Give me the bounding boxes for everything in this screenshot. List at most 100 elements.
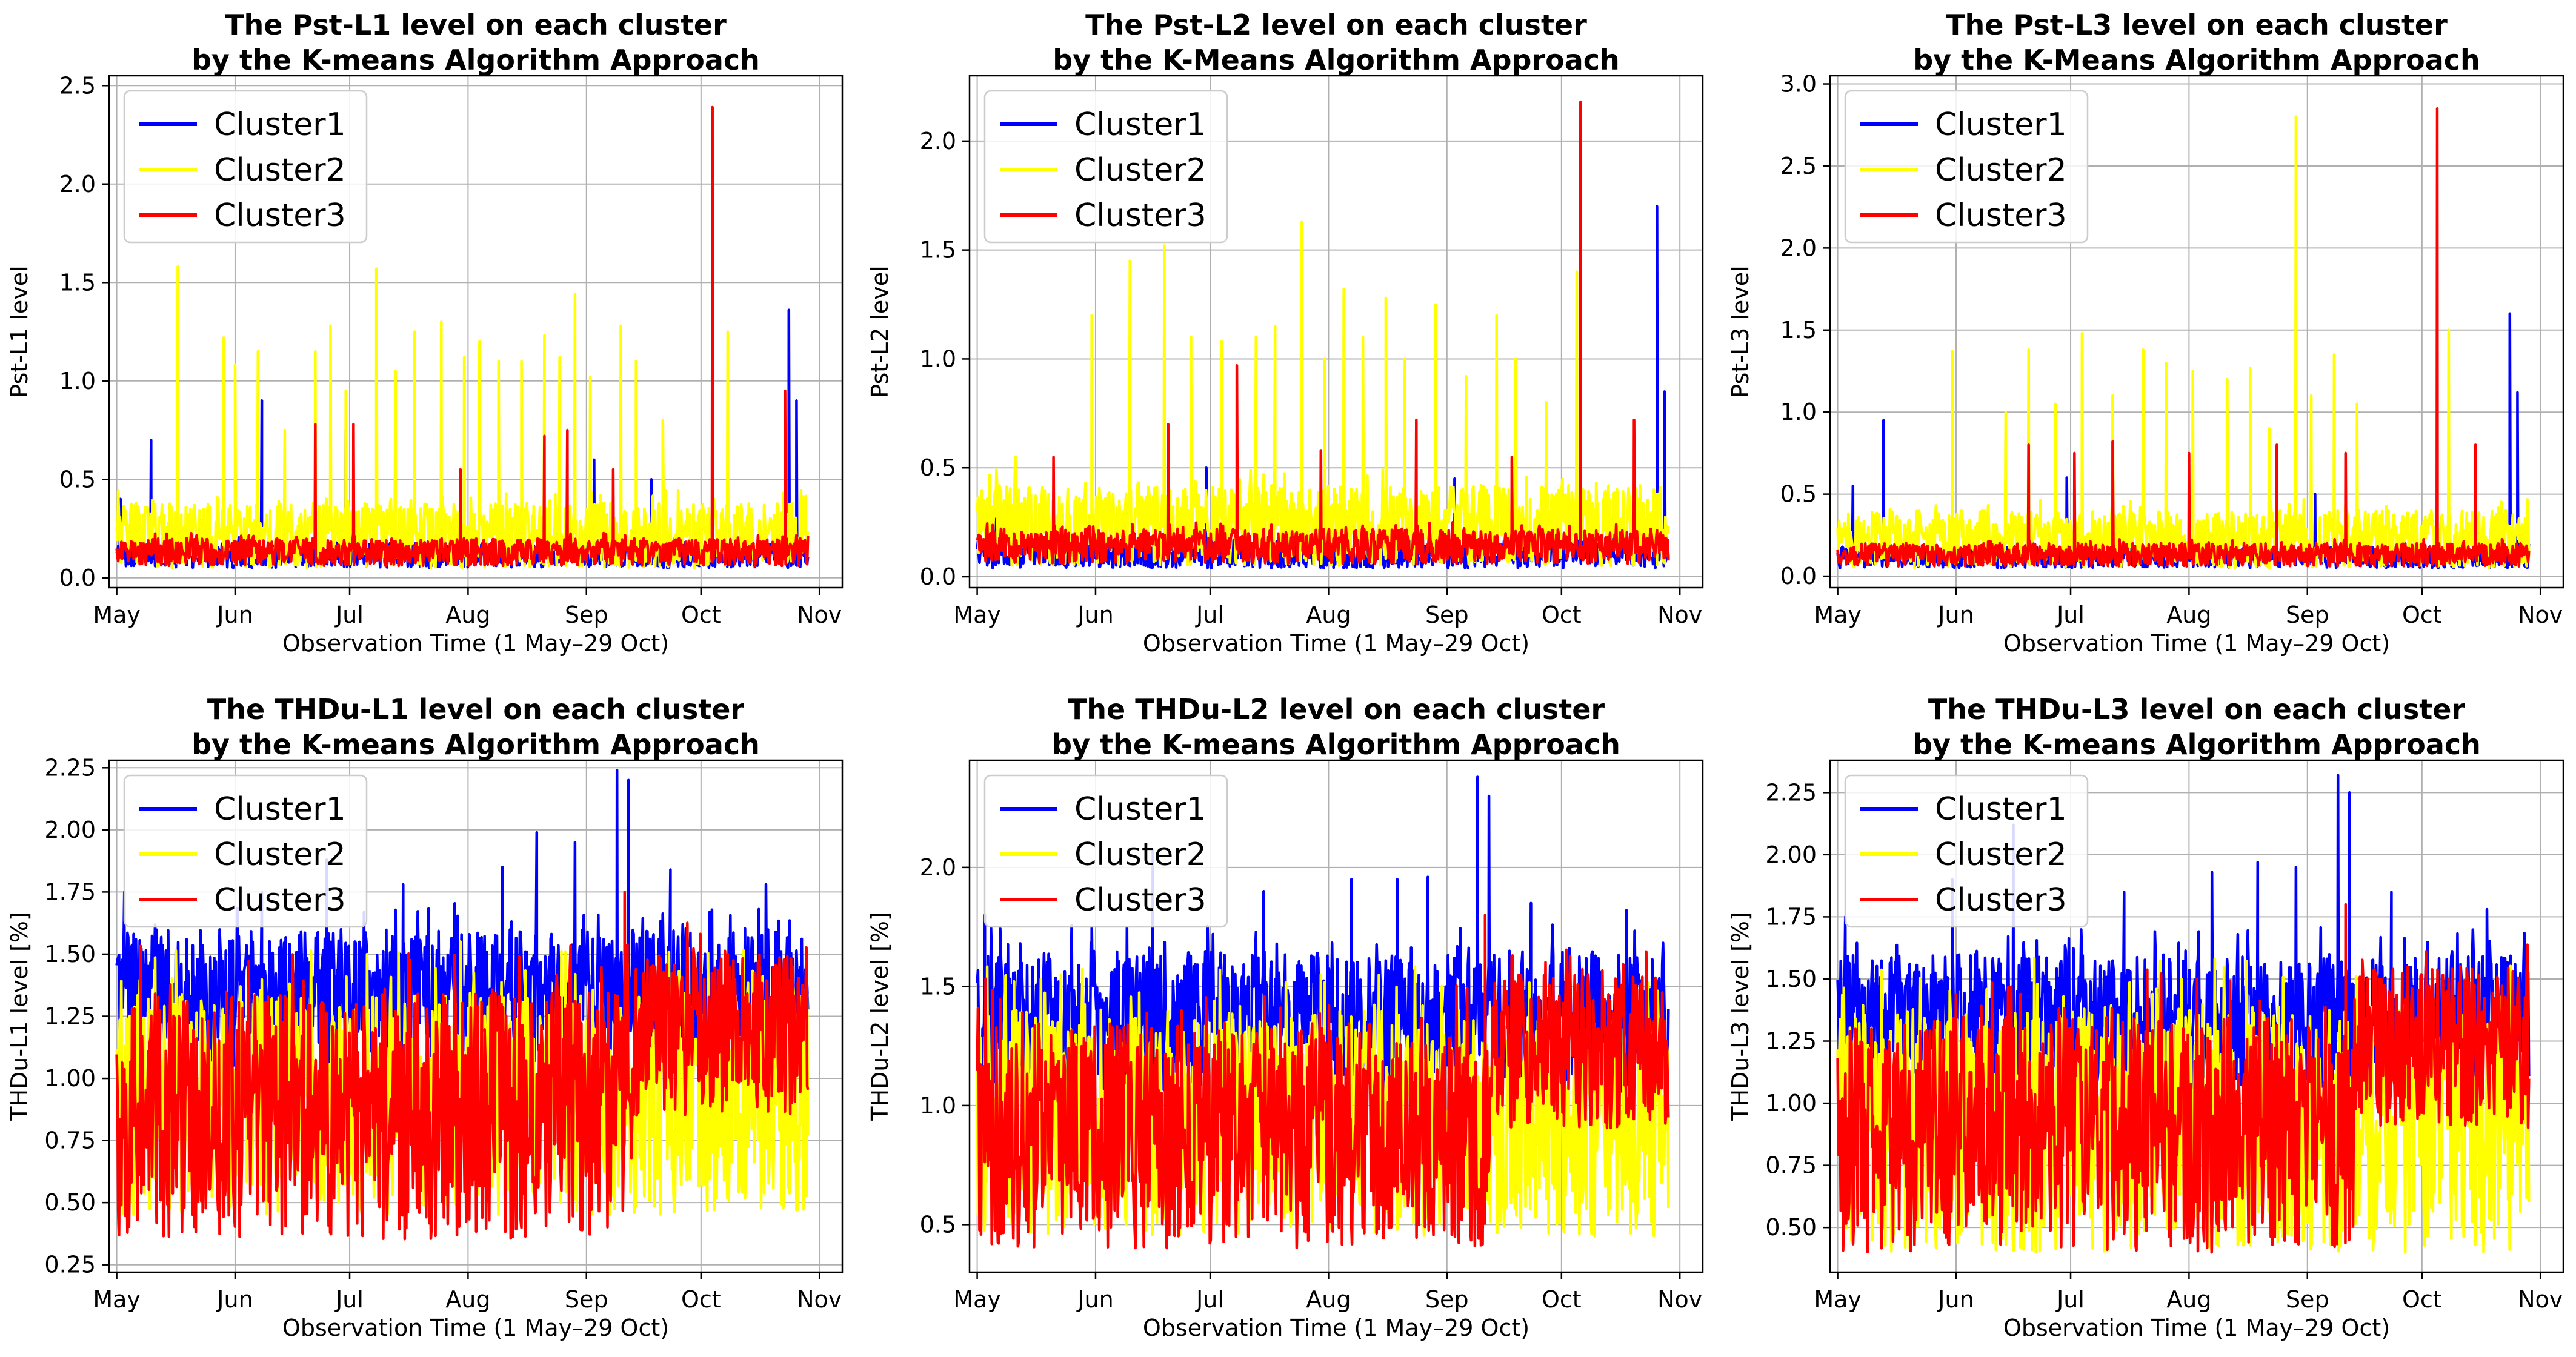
- x-tick-label: May: [93, 602, 141, 628]
- x-tick-label: Nov: [797, 602, 842, 628]
- chart-title-line: by the K-means Algorithm Approach: [191, 728, 760, 761]
- x-tick-label: Sep: [565, 602, 608, 628]
- x-tick-label: Jun: [1937, 1286, 1974, 1313]
- chart-panel-3: May Jun Jul Aug Sep Oct Nov 0.0 0.5 1.0 1.5 2.0 2.5 3…: [1727, 8, 2564, 657]
- x-tick-label: Aug: [445, 1286, 490, 1313]
- x-tick-label: Nov: [797, 1286, 842, 1313]
- legend-box: [1844, 774, 2089, 928]
- y-tick-label: 0.0: [1780, 563, 1817, 589]
- chart-title-line: The Pst-L2 level on each cluster: [1085, 8, 1587, 41]
- x-tick-label: Jul: [334, 602, 364, 628]
- x-tick-label: Sep: [2286, 602, 2329, 628]
- x-tick-label: Jul: [2055, 602, 2085, 628]
- legend-label: Cluster1: [1935, 107, 2067, 143]
- x-tick-label: Jun: [216, 602, 253, 628]
- chart-title-line: by the K-means Algorithm Approach: [1912, 728, 2481, 761]
- axes-frame: [108, 75, 844, 589]
- legend-label: Cluster1: [214, 791, 346, 828]
- x-tick-label: Nov: [2518, 602, 2563, 628]
- series-line-cluster3: [115, 105, 810, 568]
- legend-label: Cluster2: [1935, 837, 2067, 873]
- legend: Cluster1 Cluster2 Cluster3: [1844, 90, 2089, 244]
- legend: Cluster1 Cluster2 Cluster3: [123, 774, 368, 928]
- x-tick-label: May: [93, 1286, 141, 1313]
- x-axis-label: Observation Time (1 May–29 Oct): [2003, 630, 2390, 657]
- y-tick-label: 2.00: [44, 817, 96, 843]
- legend-box: [123, 90, 368, 244]
- legend-label: Cluster3: [214, 882, 346, 918]
- y-tick-label: 1.5: [920, 237, 956, 264]
- y-tick-label: 2.0: [920, 854, 956, 881]
- y-tick-label: 0.50: [44, 1189, 96, 1216]
- series-lines: [1836, 107, 2531, 569]
- x-tick-label: Aug: [445, 602, 490, 628]
- legend-label: Cluster2: [214, 152, 346, 188]
- series-line-cluster3: [115, 891, 810, 1241]
- legend: Cluster1 Cluster2 Cluster3: [123, 90, 368, 244]
- legend: Cluster1 Cluster2 Cluster3: [983, 90, 1228, 244]
- y-tick-label: 0.75: [1765, 1152, 1817, 1179]
- chart-panel-4: May Jun Jul Aug Sep Oct Nov 0.25 0.50 0.75 1.00 1.2…: [6, 693, 844, 1341]
- y-tick-label: 0.0: [59, 565, 96, 591]
- chart-title-line: The Pst-L3 level on each cluster: [1946, 8, 2448, 41]
- series-line-cluster2: [976, 220, 1670, 568]
- x-tick-label: Nov: [1657, 1286, 1702, 1313]
- x-tick-label: Jun: [1076, 602, 1113, 628]
- y-tick-label: 2.5: [1780, 153, 1817, 179]
- x-tick-label: Sep: [565, 1286, 608, 1313]
- chart-title-line: by the K-Means Algorithm Approach: [1053, 44, 1620, 76]
- legend-label: Cluster1: [1074, 107, 1206, 143]
- legend-label: Cluster1: [1935, 791, 2067, 828]
- y-axis-label: Pst-L3 level: [1727, 265, 1754, 397]
- x-tick-label: Sep: [2286, 1286, 2329, 1313]
- x-tick-label: Jun: [216, 1286, 253, 1313]
- axes-frame: [1829, 759, 2564, 1273]
- y-tick-label: 1.75: [44, 878, 96, 905]
- legend-label: Cluster3: [214, 197, 346, 234]
- chart-title-line: The THDu-L2 level on each cluster: [1068, 693, 1605, 726]
- x-tick-label: Aug: [1306, 1286, 1351, 1313]
- series-lines: [115, 769, 810, 1241]
- series-lines: [1836, 774, 2531, 1254]
- y-tick-label: 2.25: [44, 754, 96, 781]
- y-tick-label: 2.0: [1780, 234, 1817, 261]
- y-tick-label: 1.5: [1780, 317, 1817, 343]
- series-lines: [115, 105, 810, 569]
- legend-box: [983, 90, 1228, 244]
- y-tick-label: 2.0: [920, 128, 956, 154]
- series-line-cluster3: [976, 914, 1670, 1250]
- chart-panel-5: May Jun Jul Aug Sep Oct Nov 0.5 1.0 1.5 2.0 The THD…: [867, 693, 1704, 1341]
- legend: Cluster1 Cluster2 Cluster3: [1844, 774, 2089, 928]
- y-axis-label: Pst-L1 level: [6, 265, 33, 397]
- y-tick-label: 0.75: [44, 1127, 96, 1154]
- x-tick-label: Nov: [1657, 602, 1702, 628]
- chart-title-line: The THDu-L1 level on each cluster: [207, 693, 744, 726]
- x-tick-label: Jul: [1195, 602, 1224, 628]
- series-line-cluster3: [1836, 903, 2531, 1254]
- y-tick-label: 1.00: [44, 1065, 96, 1092]
- chart-panel-2: May Jun Jul Aug Sep Oct Nov 0.0 0.5 1.0 1.5 2.0 The …: [867, 8, 1704, 657]
- x-tick-label: Jul: [334, 1286, 364, 1313]
- x-tick-label: Jul: [1195, 1286, 1224, 1313]
- y-tick-label: 0.25: [44, 1252, 96, 1278]
- x-tick-label: Sep: [1425, 1286, 1469, 1313]
- y-tick-label: 1.50: [44, 941, 96, 967]
- axes-frame: [968, 75, 1704, 589]
- y-tick-label: 0.5: [920, 454, 956, 481]
- x-tick-label: May: [1814, 1286, 1862, 1313]
- x-axis-label: Observation Time (1 May–29 Oct): [1143, 630, 1529, 657]
- y-tick-label: 1.5: [59, 269, 96, 296]
- x-tick-label: Aug: [2166, 1286, 2211, 1313]
- y-tick-label: 0.50: [1765, 1214, 1817, 1241]
- y-tick-label: 3.0: [1780, 71, 1817, 98]
- series-line-cluster2: [115, 265, 810, 569]
- legend-label: Cluster2: [1935, 152, 2067, 188]
- y-tick-label: 2.00: [1765, 841, 1817, 868]
- axes-frame: [1829, 75, 2564, 589]
- series-line-cluster3: [976, 100, 1670, 565]
- chart-title-line: by the K-means Algorithm Approach: [191, 44, 760, 76]
- y-tick-label: 1.0: [920, 1092, 956, 1119]
- y-axis-label: THDu-L3 level [%]: [1727, 912, 1754, 1121]
- legend-label: Cluster3: [1935, 197, 2067, 234]
